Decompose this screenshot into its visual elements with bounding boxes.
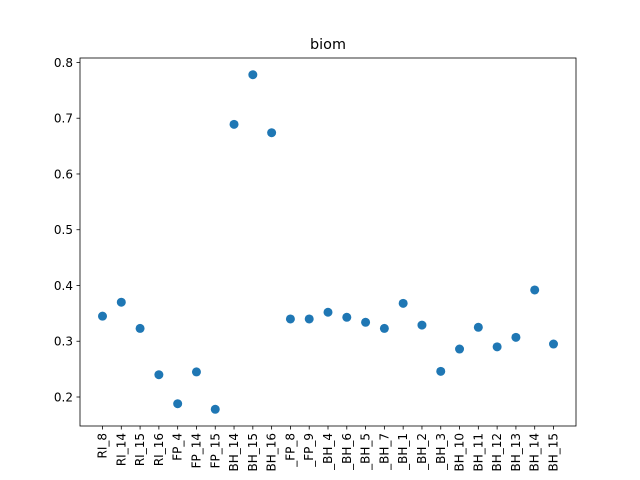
x-tick-label: RI_15 <box>133 433 147 466</box>
y-tick-label: 0.6 <box>54 167 73 181</box>
y-tick-label: 0.5 <box>54 223 73 237</box>
data-point <box>323 307 333 317</box>
y-tick-label: 0.4 <box>54 279 73 293</box>
data-point <box>248 70 258 80</box>
x-tick-label: _BH_4 <box>321 433 335 471</box>
x-tick-label: _BH_3 <box>434 433 448 471</box>
x-tick-label: FP_15 <box>208 433 222 468</box>
data-point <box>549 339 558 349</box>
x-tick-label: BH_15 <box>547 433 561 472</box>
data-point <box>530 285 540 295</box>
y-tick-label: 0.7 <box>54 112 73 126</box>
data-point <box>417 320 427 330</box>
x-tick-label: _FP_9 <box>302 433 316 468</box>
data-point <box>398 298 408 308</box>
data-point <box>379 323 389 333</box>
x-tick-label: RI_16 <box>152 433 166 466</box>
data-point <box>492 342 502 352</box>
data-point <box>473 322 483 332</box>
y-tick-label: 0.8 <box>54 56 73 70</box>
data-point <box>436 366 446 376</box>
data-point <box>455 344 465 354</box>
plot-area: 0.2 0.3 0.4 0.5 0.6 0.7 0.8 RI_8 RI_14 RI_15 RI_16… <box>54 56 577 472</box>
x-tick-label: RI_8 <box>96 433 110 459</box>
x-tick-label: _BH_5 <box>359 433 373 471</box>
data-point <box>135 323 145 333</box>
x-tick-label: BH_16 <box>265 433 279 472</box>
data-point <box>285 314 295 324</box>
x-tick-label: BH_14 <box>227 433 241 472</box>
data-point <box>191 367 201 377</box>
x-tick-label: BH_12 <box>490 433 504 472</box>
data-point <box>173 399 183 409</box>
x-tick-label: BH_13 <box>509 433 523 472</box>
data-point <box>229 119 239 129</box>
data-point <box>116 297 126 307</box>
data-point <box>511 332 521 342</box>
chart-title: biom <box>310 37 346 53</box>
data-point <box>210 404 220 414</box>
y-tick-label: 0.2 <box>54 390 73 404</box>
x-tick-label: _BH_1 <box>396 433 410 471</box>
x-tick-label: _FP_8 <box>283 433 297 468</box>
data-point <box>361 317 371 327</box>
x-tick-label: FP_4 <box>171 433 185 461</box>
y-tick-label: 0.3 <box>54 335 73 349</box>
x-tick-label: _BH_6 <box>340 433 354 471</box>
x-tick-label: BH_10 <box>453 433 467 472</box>
x-tick-label: FP_14 <box>189 433 203 468</box>
x-tick-label: _BH_2 <box>415 433 429 471</box>
x-tick-label: RI_14 <box>114 433 128 466</box>
data-point <box>98 311 107 321</box>
x-tick-label: _BH_7 <box>377 433 391 471</box>
x-tick-label: BH_14 <box>528 433 542 472</box>
data-point <box>267 128 277 138</box>
data-point <box>154 370 164 380</box>
x-tick-label: BH_11 <box>471 433 485 472</box>
x-tick-label: BH_15 <box>246 433 260 472</box>
data-point <box>342 312 352 322</box>
data-point <box>304 314 314 324</box>
